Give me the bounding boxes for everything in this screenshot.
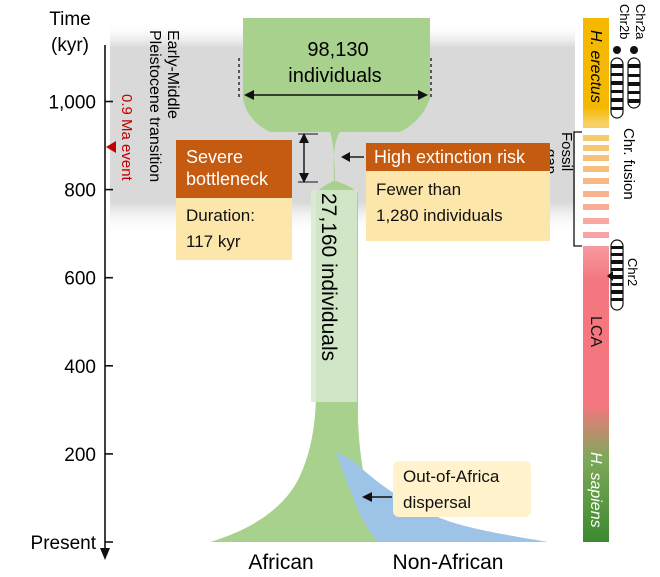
lineage-bar (583, 18, 609, 542)
axis-tick-label: 1,000 (48, 93, 96, 114)
fossil-gap-bracket (573, 131, 582, 247)
risk-detail-line2: 1,280 individuals (376, 206, 503, 225)
axis-title-line1: Time (49, 9, 91, 30)
chr2a-label: Chr2a (633, 4, 648, 40)
dispersal-line1: Out-of-Africa (403, 467, 500, 486)
risk-pointer-arrowhead (341, 152, 350, 162)
bottleneck-title-line1: Severe (186, 147, 244, 167)
african-label: African (248, 551, 313, 574)
dispersal-line2: dispersal (403, 493, 472, 512)
chr-fusion-label: Chr. fusion (620, 128, 637, 200)
event-marker-icon (106, 141, 116, 153)
fossil-gap-line1: Fossil (558, 132, 575, 171)
transition-label-line2: Pleistocene transition (146, 30, 163, 182)
bottleneck-duration-line1: Duration: (186, 206, 255, 225)
duration-arrow-top-head (299, 133, 309, 143)
sapiens-label: H. sapiens (587, 452, 604, 528)
bottleneck-size-box (311, 190, 357, 402)
bottleneck-duration-box: Duration: 117 kyr (176, 198, 292, 260)
chr2-chromosome-icon (607, 239, 624, 311)
chr2a-chromosome-icon (627, 46, 641, 109)
risk-title-box: High extinction risk (366, 143, 550, 171)
bottleneck-size-label: 27,160 individuals (317, 193, 340, 361)
dispersal-box: Out-of-Africa dispersal (393, 461, 531, 517)
dispersal-pointer-arrowhead (362, 492, 372, 502)
axis-tick-label: Present (31, 533, 97, 554)
bottleneck-title-line2: bottleneck (186, 169, 269, 189)
axis-title-line2: (kyr) (51, 35, 89, 56)
risk-title: High extinction risk (374, 147, 526, 167)
chr2-label: Chr2 (625, 258, 640, 286)
ancestral-width-arrow-left-head (244, 90, 254, 100)
ancestral-size-line1: 98,130 (307, 39, 368, 61)
axis-tick-label: 800 (64, 181, 96, 202)
axis-tick-label: 400 (64, 357, 96, 378)
axis-tick-label: 200 (64, 445, 96, 466)
non-african-tail (347, 505, 378, 542)
ancestral-size-line2: individuals (288, 65, 381, 87)
non-african-label: Non-African (393, 551, 504, 574)
non-african-population-shape (336, 452, 548, 542)
erectus-label: H. erectus (587, 30, 604, 103)
fossil-gap-stripes (583, 128, 609, 246)
transition-label-line1: Early-Middle (164, 30, 181, 119)
axis-tick-label: 600 (64, 269, 96, 290)
risk-detail-line1: Fewer than (376, 180, 462, 199)
event-label: 0.9 Ma event (118, 94, 135, 182)
axis-ticks: 1,000 800 600 400 200 Present (31, 93, 113, 554)
bottleneck-duration-line2: 117 kyr (186, 232, 241, 251)
ancestral-width-arrow-right-head (418, 90, 428, 100)
duration-arrow-bottom-head (299, 173, 309, 183)
lca-label: LCA (587, 316, 604, 347)
chr2b-label: Chr2b (617, 4, 632, 39)
risk-detail-box: Fewer than 1,280 individuals (366, 171, 550, 241)
bottleneck-title-box: Severe bottleneck (176, 140, 292, 198)
time-axis-arrowhead (100, 548, 110, 560)
chr2b-chromosome-icon (610, 46, 624, 119)
